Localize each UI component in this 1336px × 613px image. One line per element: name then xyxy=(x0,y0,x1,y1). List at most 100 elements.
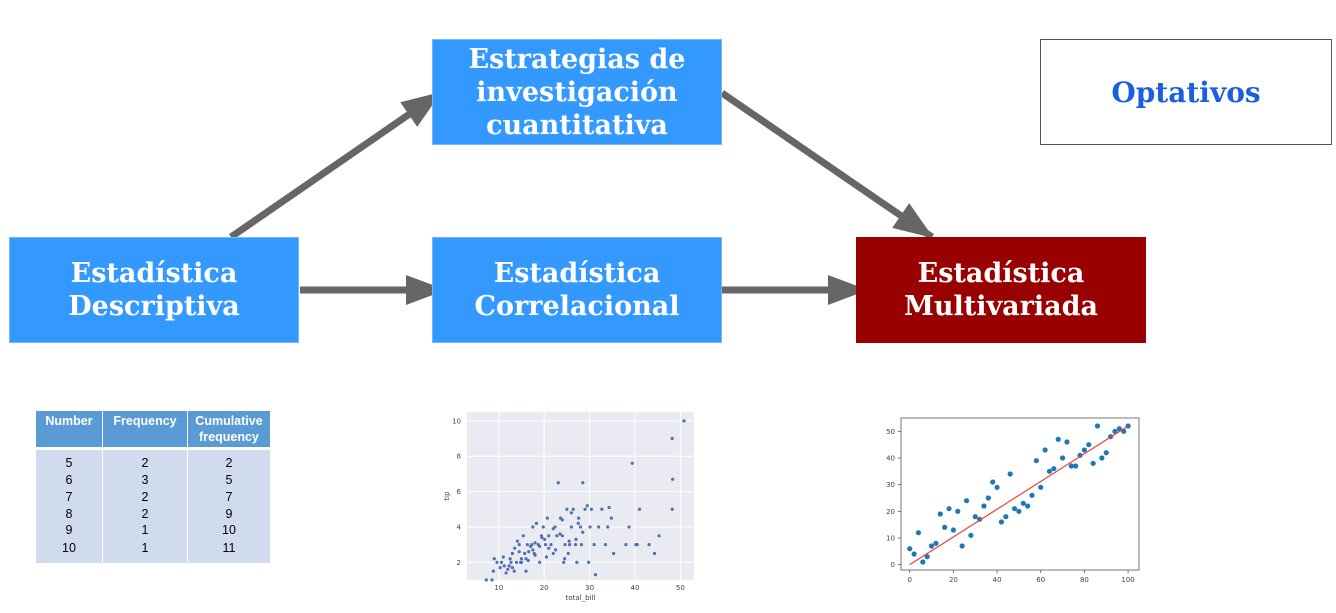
data-point xyxy=(607,505,611,510)
data-point xyxy=(577,516,581,520)
data-point xyxy=(606,525,610,529)
data-point xyxy=(549,543,553,547)
data-point xyxy=(1025,503,1031,509)
x-tick-label: 80 xyxy=(1080,576,1089,584)
node-estadistica-multivariada: Estadística Multivariada xyxy=(856,237,1146,343)
x-tick-label: 0 xyxy=(907,576,911,584)
y-tick-label: 10 xyxy=(452,417,461,425)
data-point xyxy=(588,525,592,529)
data-point xyxy=(968,532,974,538)
data-point xyxy=(609,516,613,520)
data-point xyxy=(517,543,521,547)
node-optativos: Optativos xyxy=(1040,39,1332,145)
data-point xyxy=(507,564,511,568)
data-point xyxy=(556,481,560,485)
data-point xyxy=(682,419,686,423)
x-tick-label: 20 xyxy=(540,584,549,592)
data-point xyxy=(1103,450,1109,456)
data-point xyxy=(540,535,544,540)
regression-line xyxy=(909,425,1129,566)
data-point xyxy=(1086,442,1092,448)
cell-frequency: 1 xyxy=(102,539,188,563)
data-point xyxy=(547,546,551,550)
data-point xyxy=(670,436,674,441)
cell-cumulative: 11 xyxy=(187,539,270,563)
y-tick-label: 30 xyxy=(886,481,895,489)
data-point xyxy=(519,557,524,561)
data-point xyxy=(534,521,539,526)
data-point xyxy=(501,555,505,559)
data-point xyxy=(551,527,555,531)
data-point xyxy=(1064,439,1070,445)
data-point xyxy=(531,525,535,529)
data-point xyxy=(972,514,978,520)
arrow-descriptiva-to-estrategias xyxy=(229,90,442,240)
table-row: 10 1 11 xyxy=(36,539,270,563)
data-point xyxy=(543,543,548,547)
data-point xyxy=(544,555,549,559)
x-axis-label: total_bill xyxy=(566,594,596,602)
data-point xyxy=(525,543,529,547)
data-point xyxy=(920,559,926,565)
arrow-estrategias-to-multivariada xyxy=(720,90,934,240)
data-point xyxy=(937,511,943,517)
data-point xyxy=(553,548,558,552)
data-point xyxy=(515,539,519,543)
data-point xyxy=(1068,463,1074,469)
data-point xyxy=(1046,468,1053,474)
table-row: 9 1 10 xyxy=(36,522,270,540)
data-point xyxy=(1051,466,1057,472)
data-point xyxy=(911,551,917,557)
node-estadistica-correlacional: Estadística Correlacional xyxy=(432,237,722,343)
x-tick-label: 50 xyxy=(676,584,685,592)
cell-number: 8 xyxy=(36,505,103,523)
data-point xyxy=(578,525,583,529)
data-point xyxy=(1016,508,1022,514)
data-point xyxy=(942,524,948,530)
data-point xyxy=(569,511,574,515)
data-point xyxy=(527,550,531,554)
data-point xyxy=(1073,463,1079,469)
data-point xyxy=(1112,428,1118,434)
data-point xyxy=(915,530,922,536)
y-tick-label: 10 xyxy=(886,535,895,543)
data-point xyxy=(571,507,575,511)
node-estadistica-descriptiva: Estadística Descriptiva xyxy=(9,237,299,343)
y-tick-label: 20 xyxy=(886,508,895,516)
data-point xyxy=(568,543,572,547)
header-cumulative-frequency: Cumulative frequency xyxy=(187,411,270,450)
data-point xyxy=(1038,484,1044,490)
data-point xyxy=(579,543,584,547)
data-point xyxy=(657,534,661,538)
data-point xyxy=(519,560,524,564)
data-point xyxy=(508,557,512,561)
data-point xyxy=(593,573,598,577)
data-point xyxy=(509,560,513,564)
data-point xyxy=(1042,447,1048,453)
data-point xyxy=(531,548,535,552)
data-point xyxy=(635,543,639,547)
data-point xyxy=(990,479,996,485)
data-point xyxy=(514,560,519,564)
x-tick-label: 30 xyxy=(585,584,594,592)
data-point xyxy=(498,566,502,570)
data-point xyxy=(589,507,593,511)
data-point xyxy=(583,507,587,511)
data-point xyxy=(612,551,616,556)
data-point xyxy=(555,534,559,538)
data-point xyxy=(573,543,578,547)
data-point xyxy=(1055,436,1061,442)
data-point xyxy=(538,544,542,549)
data-point xyxy=(521,534,525,538)
data-point xyxy=(563,557,567,561)
x-tick-label: 100 xyxy=(1121,576,1134,584)
cell-frequency: 2 xyxy=(102,448,188,472)
data-point xyxy=(490,578,494,582)
data-point xyxy=(566,551,570,556)
cell-number: 10 xyxy=(36,539,103,563)
data-point xyxy=(924,554,930,560)
